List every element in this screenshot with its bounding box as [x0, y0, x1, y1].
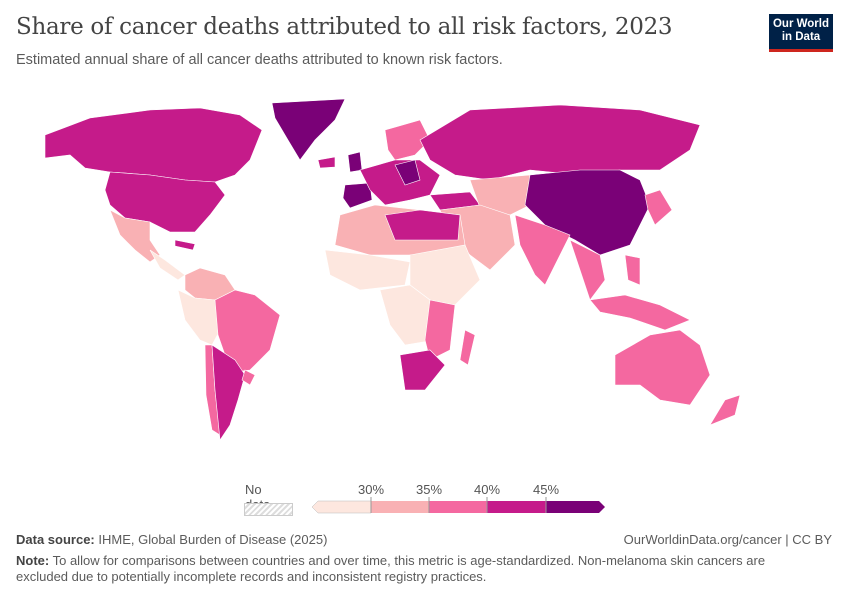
region-usa[interactable] [104, 171, 226, 233]
region-indonesia[interactable] [589, 294, 691, 331]
region-central-asia[interactable] [469, 174, 541, 216]
region-egypt-libya[interactable] [384, 209, 461, 241]
legend-tick: 35% [415, 482, 443, 497]
region-india[interactable] [514, 214, 571, 286]
note: Note: To allow for comparisons between c… [16, 553, 816, 585]
source-text[interactable]: IHME, Global Burden of Disease (2025) [98, 532, 328, 547]
legend-tick: 45% [532, 482, 560, 497]
region-uruguay[interactable] [241, 369, 256, 386]
chart-subtitle: Estimated annual share of all cancer dea… [16, 52, 503, 68]
region-iberia[interactable] [342, 182, 373, 209]
note-label: Note: [16, 553, 50, 568]
region-iceland[interactable] [317, 156, 336, 169]
legend-bin-1 [371, 501, 429, 513]
region-andes[interactable] [177, 289, 221, 346]
region-philippines[interactable] [624, 254, 641, 286]
region-southeast-asia[interactable] [569, 239, 606, 301]
region-madagascar[interactable] [459, 329, 476, 366]
owid-logo[interactable]: Our World in Data [769, 14, 833, 52]
region-greenland[interactable] [271, 98, 346, 161]
region-cuba[interactable] [174, 239, 196, 251]
region-australia[interactable] [614, 329, 711, 406]
region-argentina[interactable] [211, 344, 246, 441]
region-west-africa[interactable] [324, 249, 411, 291]
note-text: To allow for comparisons between countri… [16, 553, 766, 584]
chart-title: Share of cancer deaths attributed to all… [16, 14, 673, 40]
region-eastern-europe[interactable] [394, 159, 421, 186]
source-label: Data source: [16, 532, 95, 547]
region-mozambique-zim[interactable] [424, 299, 456, 361]
region-mexico[interactable] [109, 209, 161, 263]
legend-tick: 40% [473, 482, 501, 497]
attribution-link[interactable]: OurWorldinData.org/cancer | CC BY [623, 532, 832, 547]
legend-bin-0 [311, 500, 372, 514]
data-source: Data source: IHME, Global Burden of Dise… [16, 532, 327, 547]
legend-tick: 30% [357, 482, 385, 497]
region-southern-africa[interactable] [399, 349, 446, 391]
region-brazil[interactable] [214, 289, 281, 373]
region-uk[interactable] [347, 151, 363, 173]
region-china-mongolia[interactable] [524, 169, 651, 256]
no-data-swatch [244, 503, 293, 516]
legend-bin-4 [546, 501, 605, 513]
region-japan-korea[interactable] [644, 189, 673, 226]
legend-bin-3 [487, 501, 546, 513]
legend-bin-2 [429, 501, 487, 513]
region-new-zealand[interactable] [709, 394, 741, 426]
legend-bar [311, 497, 605, 514]
region-central-america[interactable] [149, 249, 186, 281]
region-canada[interactable] [44, 107, 263, 183]
region-scandinavia[interactable] [384, 119, 431, 161]
logo-line2: in Data [781, 31, 821, 43]
world-map [44, 98, 741, 441]
logo-line1: Our World [772, 18, 829, 30]
region-russia[interactable] [419, 104, 701, 181]
